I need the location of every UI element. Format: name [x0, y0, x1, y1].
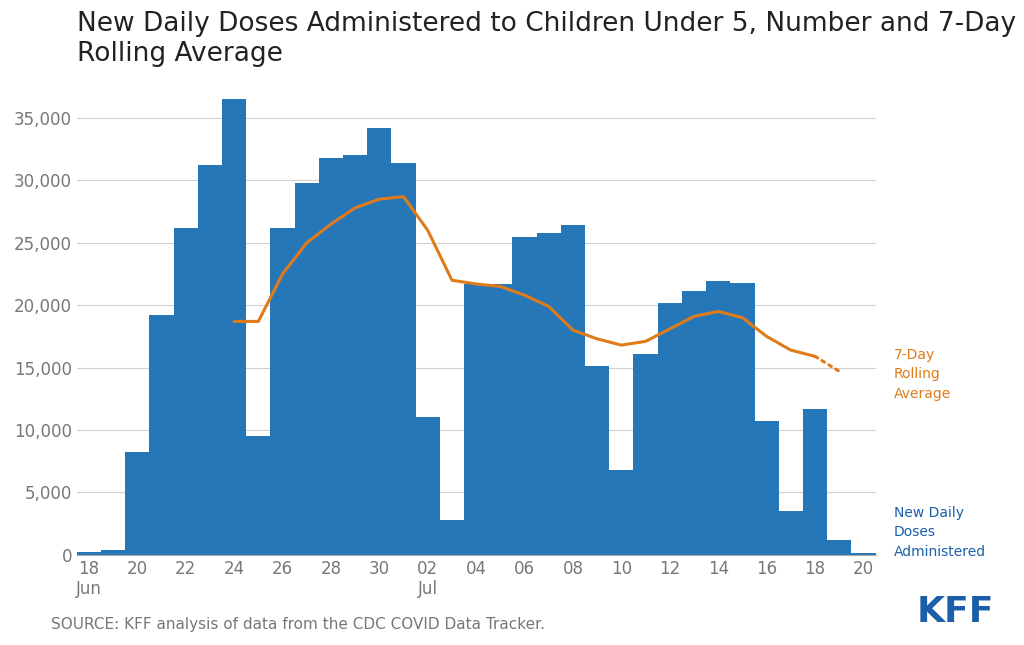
Bar	[391, 163, 416, 555]
Bar	[851, 553, 876, 555]
Bar	[318, 158, 343, 555]
Text: SOURCE: KFF analysis of data from the CDC COVID Data Tracker.: SOURCE: KFF analysis of data from the CD…	[51, 617, 545, 632]
Bar	[125, 452, 150, 555]
Bar	[440, 520, 464, 555]
Bar	[150, 315, 174, 555]
Text: KFF: KFF	[916, 595, 994, 629]
Bar	[657, 303, 682, 555]
Text: New Daily
Doses
Administered: New Daily Doses Administered	[894, 506, 986, 559]
Text: New Daily Doses Administered to Children Under 5, Number and 7-Day
Rolling Avera: New Daily Doses Administered to Children…	[77, 11, 1016, 67]
Bar	[368, 128, 391, 555]
Bar	[246, 436, 270, 555]
Bar	[682, 292, 707, 555]
Bar	[561, 225, 585, 555]
Text: 7-Day
Rolling
Average: 7-Day Rolling Average	[894, 348, 951, 401]
Bar	[634, 354, 657, 555]
Bar	[416, 417, 440, 555]
Bar	[537, 233, 561, 555]
Bar	[512, 237, 537, 555]
Bar	[827, 540, 851, 555]
Bar	[222, 99, 246, 555]
Bar	[198, 166, 222, 555]
Bar	[101, 550, 125, 555]
Bar	[755, 421, 778, 555]
Bar	[270, 228, 295, 555]
Bar	[803, 409, 827, 555]
Bar	[464, 284, 488, 555]
Bar	[295, 183, 318, 555]
Bar	[707, 281, 730, 555]
Bar	[609, 470, 634, 555]
Bar	[730, 283, 755, 555]
Bar	[778, 511, 803, 555]
Bar	[174, 228, 198, 555]
Bar	[343, 155, 368, 555]
Bar	[488, 284, 512, 555]
Bar	[585, 366, 609, 555]
Bar	[77, 552, 101, 555]
